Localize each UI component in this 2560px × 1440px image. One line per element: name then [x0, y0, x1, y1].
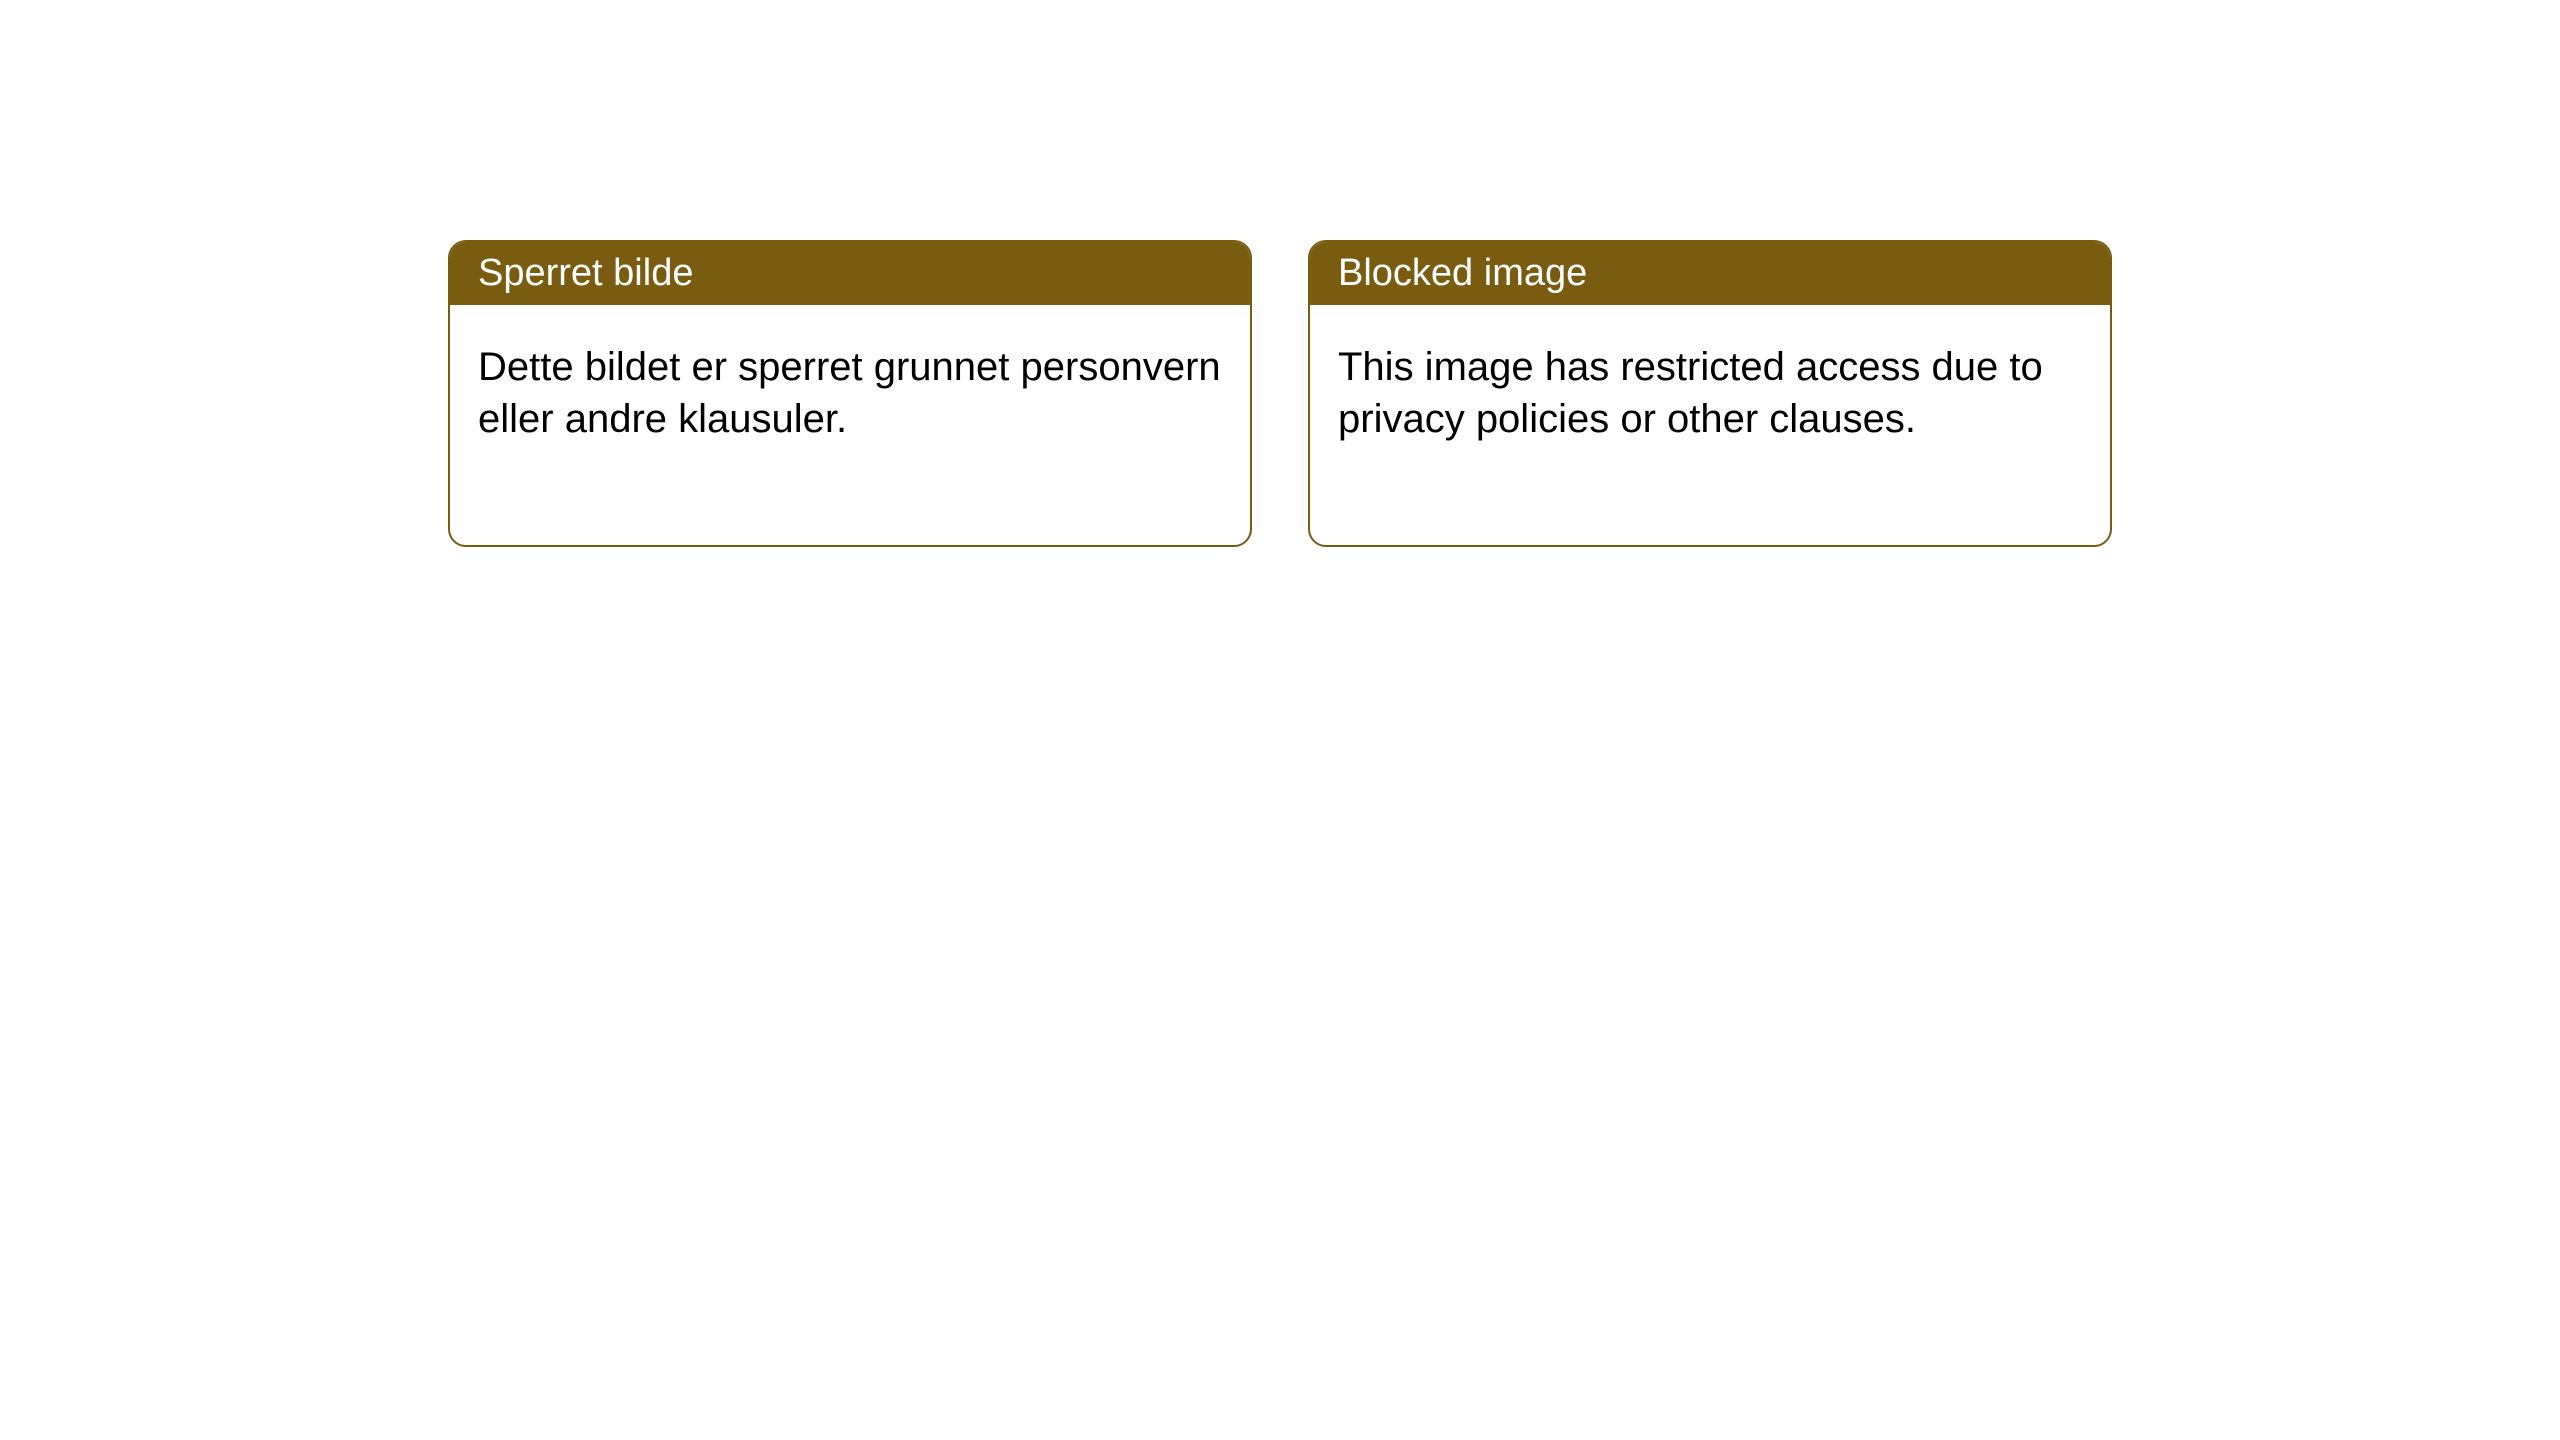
card-body-english: This image has restricted access due to … — [1310, 305, 2110, 545]
card-body-norwegian: Dette bildet er sperret grunnet personve… — [450, 305, 1250, 545]
card-header-norwegian: Sperret bilde — [450, 242, 1250, 305]
blocked-image-card-english: Blocked image This image has restricted … — [1308, 240, 2112, 547]
card-header-english: Blocked image — [1310, 242, 2110, 305]
blocked-image-card-norwegian: Sperret bilde Dette bildet er sperret gr… — [448, 240, 1252, 547]
notice-cards-container: Sperret bilde Dette bildet er sperret gr… — [0, 0, 2560, 547]
